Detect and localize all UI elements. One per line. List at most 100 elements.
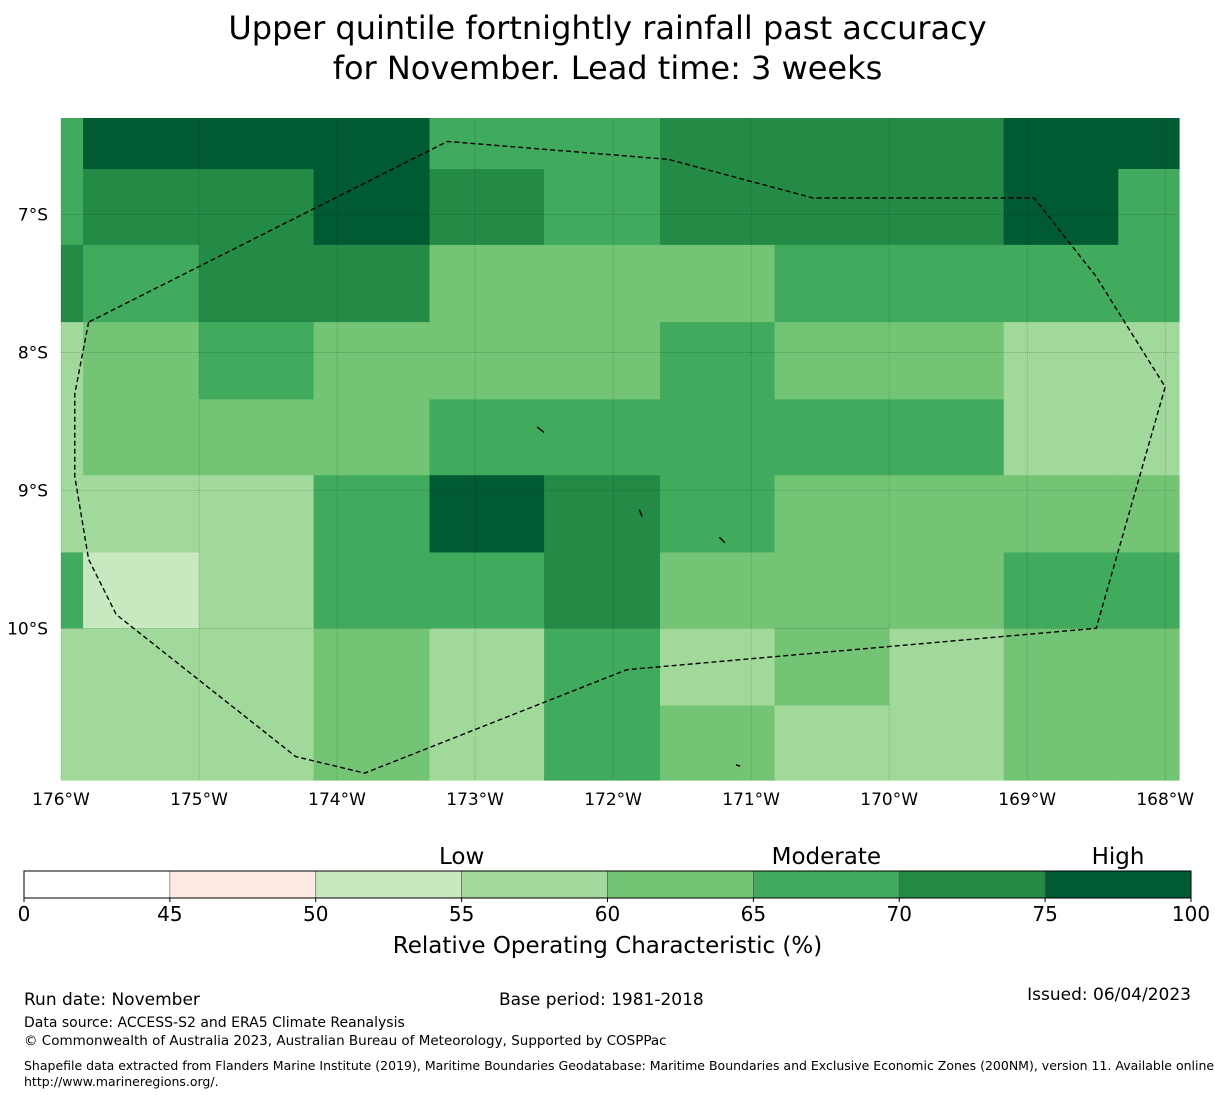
colorbar-tick-label: 45 — [157, 902, 182, 926]
island-outline — [536, 426, 545, 433]
lat-tick-label: 10°S — [7, 619, 48, 639]
island-outline — [718, 536, 726, 544]
roc-cell — [83, 169, 200, 246]
roc-cell — [889, 399, 1005, 476]
roc-cell — [61, 169, 84, 246]
colorbar-label: Relative Operating Characteristic (%) — [393, 933, 822, 959]
roc-cell — [313, 244, 431, 323]
skill-category-label: High — [1092, 844, 1145, 870]
roc-cell — [1118, 552, 1180, 629]
roc-cell — [61, 705, 84, 781]
roc-cell — [429, 399, 545, 476]
roc-cell — [1118, 705, 1180, 781]
roc-cell — [1003, 322, 1119, 400]
roc-cell — [660, 244, 776, 323]
roc-cell — [83, 399, 200, 476]
roc-cell — [313, 552, 431, 629]
roc-cell — [429, 322, 545, 400]
lon-tick-label: 168°W — [1136, 790, 1194, 810]
roc-cell — [199, 475, 315, 554]
colorbar-tick-label: 75 — [1032, 902, 1057, 926]
lon-tick-label: 173°W — [446, 790, 504, 810]
roc-cell — [313, 169, 431, 246]
roc-cell — [83, 552, 200, 629]
colorbar: 0 45 50 55 60 65 70 75 100 Low Moderate High Relativ… — [18, 844, 1210, 959]
roc-cell — [313, 628, 431, 707]
latitude-ticks: 7°S 8°S 9°S 10°S — [7, 206, 48, 640]
roc-cell — [61, 322, 84, 400]
roc-cell — [1118, 244, 1180, 323]
roc-cell — [1003, 169, 1119, 246]
lon-tick-label: 176°W — [32, 790, 90, 810]
roc-cell — [61, 244, 84, 323]
roc-cell — [313, 705, 431, 781]
colorbar-segment — [315, 870, 462, 899]
roc-cell — [660, 552, 776, 629]
roc-cell — [544, 169, 661, 246]
roc-cell — [199, 322, 315, 400]
roc-cell — [660, 169, 776, 246]
lon-tick-label: 175°W — [170, 790, 228, 810]
roc-cell — [660, 705, 776, 781]
roc-cell — [313, 399, 431, 476]
shapefile-attribution-1: Shapefile data extracted from Flanders M… — [24, 1058, 1215, 1073]
roc-cell — [199, 628, 315, 707]
longitude-ticks: 176°W 175°W 174°W 173°W 172°W 171°W 170°W 169°W… — [32, 790, 1194, 810]
roc-cell — [83, 244, 200, 323]
shapefile-attribution-2: http://www.marineregions.org/. — [24, 1074, 219, 1089]
roc-cell — [544, 628, 661, 707]
roc-cell — [429, 705, 545, 781]
roc-cell — [199, 552, 315, 629]
roc-cell — [199, 169, 315, 246]
roc-cell — [313, 118, 431, 170]
roc-cell — [1003, 399, 1119, 476]
island-outline — [638, 509, 643, 517]
roc-cell — [1003, 628, 1119, 707]
colorbar-segment — [23, 870, 171, 899]
roc-cell — [199, 118, 315, 170]
roc-cell — [774, 118, 890, 170]
roc-cell — [660, 322, 776, 400]
lon-tick-label: 170°W — [860, 790, 918, 810]
roc-cell — [83, 628, 200, 707]
roc-cell — [889, 628, 1005, 707]
roc-cell — [199, 244, 315, 323]
roc-cell — [313, 322, 431, 400]
roc-cell — [660, 399, 776, 476]
roc-cell — [199, 705, 315, 781]
roc-cell — [429, 118, 545, 170]
lon-tick-label: 169°W — [998, 790, 1056, 810]
chart-title: Upper quintile fortnightly rainfall past… — [0, 8, 1215, 88]
roc-cell — [660, 628, 776, 707]
roc-cell — [61, 118, 84, 170]
roc-cell — [1003, 705, 1119, 781]
roc-cell — [544, 244, 661, 323]
colorbar-segment — [607, 870, 754, 899]
roc-cell — [429, 628, 545, 707]
roc-cell — [660, 118, 776, 170]
island-outline — [735, 764, 741, 767]
roc-cell — [83, 322, 200, 400]
roc-cell — [774, 169, 890, 246]
roc-cell — [774, 244, 890, 323]
lon-tick-label: 171°W — [722, 790, 780, 810]
skill-category-label: Moderate — [772, 844, 881, 870]
roc-grid-cells — [61, 118, 1180, 781]
roc-cell — [889, 552, 1005, 629]
roc-cell — [889, 475, 1005, 554]
roc-cell — [1118, 118, 1180, 170]
roc-cell — [429, 244, 545, 323]
roc-cell — [544, 399, 661, 476]
eez-boundary-line — [74, 140, 1166, 774]
roc-cell — [544, 552, 661, 629]
roc-cell — [1003, 552, 1119, 629]
issued-date: Issued: 06/04/2023 — [1027, 985, 1191, 1005]
colorbar-segment — [1044, 870, 1192, 899]
islands-layer — [536, 426, 741, 767]
colorbar-segment — [461, 870, 608, 899]
roc-cell — [429, 475, 545, 554]
roc-cell — [83, 705, 200, 781]
roc-cell — [889, 244, 1005, 323]
title-line-2: for November. Lead time: 3 weeks — [332, 49, 883, 87]
graticule — [60, 118, 1179, 780]
